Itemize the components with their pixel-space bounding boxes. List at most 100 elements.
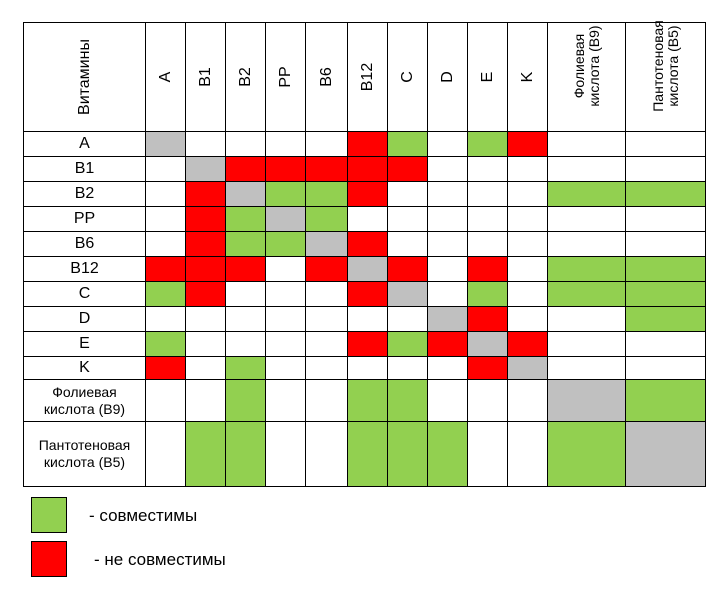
matrix-cell bbox=[547, 331, 626, 357]
matrix-cell bbox=[427, 356, 468, 380]
matrix-cell bbox=[225, 356, 266, 380]
matrix-cell bbox=[427, 379, 468, 422]
column-header-label: C bbox=[398, 71, 416, 83]
matrix-cell bbox=[427, 156, 468, 182]
matrix-cell bbox=[145, 231, 186, 257]
matrix-cell bbox=[225, 231, 266, 257]
matrix-cell bbox=[145, 131, 186, 157]
matrix-cell bbox=[305, 331, 348, 357]
matrix-cell bbox=[265, 331, 306, 357]
column-header-label: A bbox=[156, 71, 174, 83]
matrix-cell bbox=[547, 206, 626, 232]
matrix-cell bbox=[387, 331, 428, 357]
matrix-cell bbox=[185, 256, 226, 282]
matrix-cell bbox=[427, 256, 468, 282]
matrix-cell bbox=[387, 206, 428, 232]
matrix-cell bbox=[305, 281, 348, 307]
matrix-cell bbox=[507, 331, 548, 357]
column-header-label: K bbox=[518, 71, 536, 83]
matrix-cell bbox=[225, 256, 266, 282]
matrix-cell bbox=[265, 356, 306, 380]
row-header-label: B2 bbox=[74, 185, 95, 202]
matrix-cell bbox=[507, 181, 548, 207]
row-header: C bbox=[23, 281, 146, 307]
matrix-cell bbox=[145, 156, 186, 182]
row-header: B1 bbox=[23, 156, 146, 182]
matrix-cell bbox=[387, 281, 428, 307]
matrix-cell bbox=[507, 231, 548, 257]
matrix-cell bbox=[347, 231, 388, 257]
matrix-cell bbox=[507, 256, 548, 282]
matrix-cell bbox=[427, 331, 468, 357]
matrix-cell bbox=[305, 231, 348, 257]
column-header-label: Фолиевая кислота (В9) bbox=[570, 25, 602, 107]
matrix-cell bbox=[145, 331, 186, 357]
matrix-cell bbox=[547, 379, 626, 422]
column-header: B1 bbox=[185, 22, 226, 132]
column-header-label: E bbox=[478, 71, 496, 83]
row-header: E bbox=[23, 331, 146, 357]
matrix-cell bbox=[305, 131, 348, 157]
legend-swatch-compatible bbox=[31, 497, 67, 533]
matrix-cell bbox=[265, 156, 306, 182]
matrix-cell bbox=[185, 156, 226, 182]
matrix-cell bbox=[547, 306, 626, 332]
matrix-cell bbox=[387, 131, 428, 157]
matrix-cell bbox=[467, 131, 508, 157]
row-header-label: PP bbox=[73, 210, 96, 227]
row-header-label: E bbox=[79, 335, 90, 352]
matrix-cell bbox=[185, 306, 226, 332]
column-header: Пантотеновая кислота (В5) bbox=[625, 20, 706, 132]
matrix-cell bbox=[387, 379, 428, 422]
matrix-cell bbox=[507, 356, 548, 380]
matrix-cell bbox=[625, 131, 706, 157]
matrix-cell bbox=[347, 306, 388, 332]
matrix-cell bbox=[547, 231, 626, 257]
corner-header: Витамины bbox=[23, 22, 146, 132]
row-header: B6 bbox=[23, 231, 146, 257]
matrix-cell bbox=[625, 181, 706, 207]
matrix-cell bbox=[225, 379, 266, 422]
matrix-cell bbox=[547, 156, 626, 182]
matrix-cell bbox=[427, 281, 468, 307]
matrix-cell bbox=[185, 231, 226, 257]
matrix-cell bbox=[145, 356, 186, 380]
matrix-cell bbox=[347, 421, 388, 487]
column-header-label: B12 bbox=[358, 62, 376, 92]
row-header-label: B1 bbox=[74, 160, 95, 177]
legend-swatch-incompatible bbox=[31, 541, 67, 577]
matrix-cell bbox=[347, 131, 388, 157]
row-header-label: K bbox=[79, 359, 90, 376]
column-header: B12 bbox=[347, 22, 388, 132]
matrix-cell bbox=[625, 206, 706, 232]
matrix-cell bbox=[265, 231, 306, 257]
column-header: B6 bbox=[305, 22, 348, 132]
matrix-cell bbox=[145, 256, 186, 282]
matrix-cell bbox=[467, 281, 508, 307]
column-header: PP bbox=[265, 22, 306, 132]
row-header-label: A bbox=[79, 135, 90, 152]
row-header-label: C bbox=[78, 285, 91, 302]
matrix-cell bbox=[225, 206, 266, 232]
matrix-cell bbox=[185, 421, 226, 487]
matrix-cell bbox=[547, 356, 626, 380]
legend-label-incompatible: - не совместимы bbox=[94, 550, 226, 569]
matrix-cell bbox=[347, 206, 388, 232]
matrix-cell bbox=[387, 156, 428, 182]
matrix-cell bbox=[427, 231, 468, 257]
matrix-cell bbox=[625, 421, 706, 487]
matrix-cell bbox=[265, 131, 306, 157]
matrix-cell bbox=[625, 256, 706, 282]
legend: - совместимы - не совместимы bbox=[31, 497, 291, 581]
matrix-cell bbox=[225, 306, 266, 332]
matrix-cell bbox=[347, 156, 388, 182]
row-header-label: Пантотеновая кислота (В5) bbox=[38, 437, 131, 470]
matrix-cell bbox=[305, 156, 348, 182]
row-header: Пантотеновая кислота (В5) bbox=[23, 421, 146, 487]
row-header: B12 bbox=[23, 256, 146, 282]
matrix-cell bbox=[185, 379, 226, 422]
matrix-cell bbox=[387, 421, 428, 487]
matrix-cell bbox=[305, 379, 348, 422]
matrix-cell bbox=[467, 356, 508, 380]
matrix-cell bbox=[347, 331, 388, 357]
